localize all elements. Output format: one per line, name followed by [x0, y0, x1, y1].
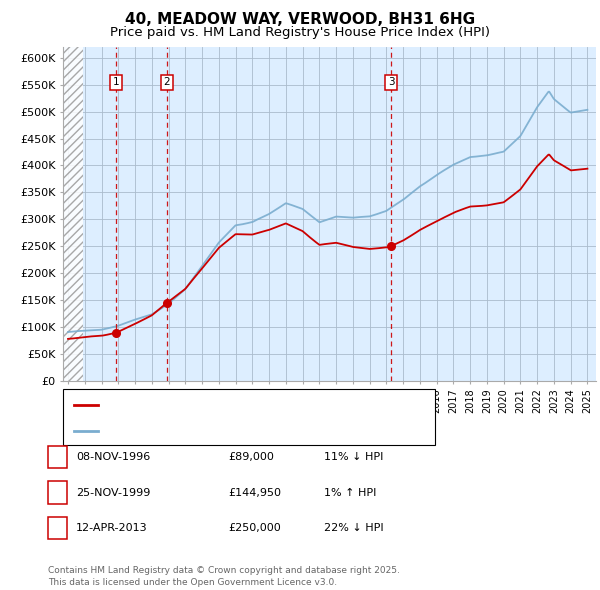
Text: £250,000: £250,000	[228, 523, 281, 533]
Text: 40, MEADOW WAY, VERWOOD, BH31 6HG (detached house): 40, MEADOW WAY, VERWOOD, BH31 6HG (detac…	[102, 400, 413, 410]
Text: 11% ↓ HPI: 11% ↓ HPI	[324, 453, 383, 462]
Text: Price paid vs. HM Land Registry's House Price Index (HPI): Price paid vs. HM Land Registry's House …	[110, 26, 490, 39]
Text: 1: 1	[54, 453, 61, 462]
Text: 22% ↓ HPI: 22% ↓ HPI	[324, 523, 383, 533]
Text: 12-APR-2013: 12-APR-2013	[76, 523, 148, 533]
Text: 1: 1	[113, 77, 119, 87]
Text: 40, MEADOW WAY, VERWOOD, BH31 6HG: 40, MEADOW WAY, VERWOOD, BH31 6HG	[125, 12, 475, 27]
Bar	[63, 47, 83, 381]
Text: 25-NOV-1999: 25-NOV-1999	[76, 488, 151, 497]
Text: HPI: Average price, detached house, Dorset: HPI: Average price, detached house, Dors…	[102, 427, 329, 437]
Text: 2: 2	[54, 488, 61, 497]
Text: 3: 3	[54, 523, 61, 533]
Text: 2: 2	[164, 77, 170, 87]
Text: Contains HM Land Registry data © Crown copyright and database right 2025.
This d: Contains HM Land Registry data © Crown c…	[48, 566, 400, 587]
Text: £144,950: £144,950	[228, 488, 281, 497]
Text: 08-NOV-1996: 08-NOV-1996	[76, 453, 151, 462]
Text: 3: 3	[388, 77, 394, 87]
Text: 1% ↑ HPI: 1% ↑ HPI	[324, 488, 376, 497]
Text: £89,000: £89,000	[228, 453, 274, 462]
